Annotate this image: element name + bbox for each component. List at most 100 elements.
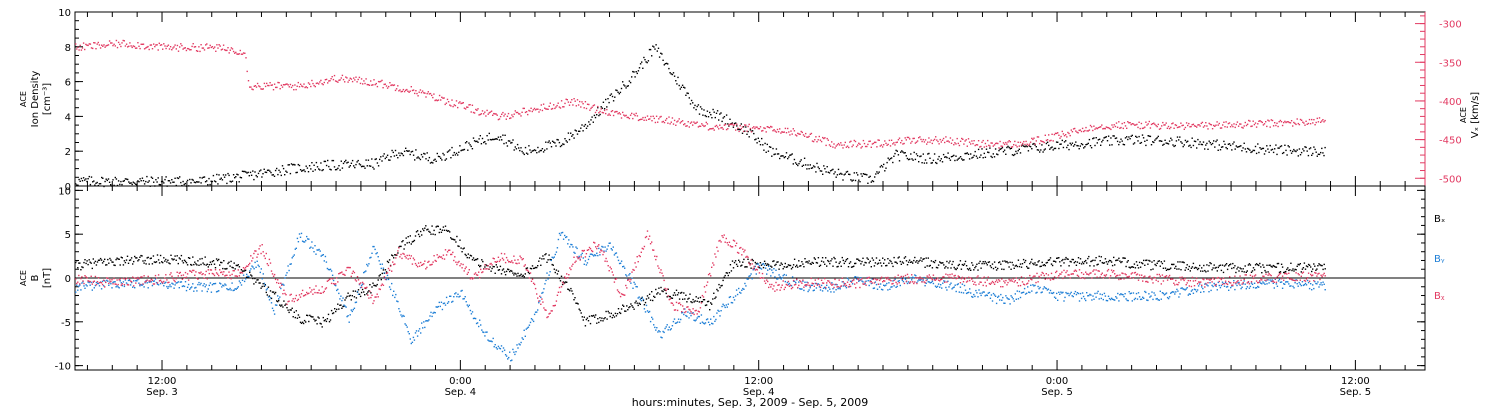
bottom-series-black-point bbox=[199, 258, 201, 260]
bottom-series-black-point bbox=[1030, 261, 1032, 263]
top-series-red-point bbox=[1136, 123, 1138, 126]
bottom-tick-label: -5 bbox=[61, 318, 71, 329]
bottom-series-red-point bbox=[177, 275, 179, 277]
top-series-red-point bbox=[741, 126, 744, 128]
bottom-series-black-point bbox=[537, 265, 539, 267]
bottom-series-blue-point bbox=[656, 327, 658, 329]
top-series-black-point bbox=[485, 143, 487, 145]
bottom-series-blue-point bbox=[1067, 292, 1069, 295]
bottom-series-blue-point bbox=[345, 306, 347, 308]
bottom-series-black-point bbox=[500, 273, 503, 275]
bottom-series-black-point bbox=[1077, 257, 1080, 259]
bottom-series-blue-point bbox=[242, 274, 245, 276]
top-series-black-point bbox=[294, 164, 296, 166]
top-series-black-point bbox=[909, 158, 911, 160]
bottom-series-black-point bbox=[661, 290, 663, 292]
bottom-series-blue-point bbox=[1215, 285, 1217, 287]
top-series-black-point bbox=[864, 173, 867, 176]
top-series-red-point bbox=[1016, 146, 1018, 148]
top-series-black-point bbox=[1041, 144, 1043, 146]
top-series-black-point bbox=[924, 159, 927, 161]
top-series-red-point bbox=[782, 131, 784, 133]
bottom-series-red-point bbox=[132, 276, 134, 278]
bottom-series-black-point bbox=[780, 262, 782, 264]
top-series-black-point bbox=[162, 180, 164, 183]
top-series-red-point bbox=[367, 84, 370, 86]
bottom-series-blue-point bbox=[87, 281, 89, 283]
top-series-black-point bbox=[133, 182, 136, 184]
bottom-series-blue-point bbox=[154, 278, 157, 280]
top-series-red-point bbox=[1190, 125, 1192, 128]
bottom-series-black-point bbox=[260, 287, 262, 289]
top-series-black-point bbox=[107, 178, 110, 180]
bottom-series-black-point bbox=[1251, 270, 1254, 272]
bottom-series-black-point bbox=[643, 304, 646, 306]
bottom-series-black-point bbox=[1182, 261, 1184, 263]
bottom-series-blue-point bbox=[768, 265, 770, 267]
top-series-black-point bbox=[247, 171, 249, 174]
bottom-series-black-point bbox=[94, 260, 97, 263]
bottom-series-black-point bbox=[105, 264, 107, 266]
bottom-series-blue-point bbox=[1156, 297, 1158, 300]
bottom-series-blue-point bbox=[409, 338, 411, 340]
top-series-red-point bbox=[711, 128, 713, 130]
bottom-series-black-point bbox=[133, 260, 135, 263]
top-series-red-point bbox=[151, 48, 154, 50]
top-series-red-point bbox=[1279, 119, 1282, 122]
top-series-black-point bbox=[894, 152, 896, 155]
bottom-series-blue-point bbox=[107, 280, 109, 282]
top-series-red-point bbox=[1061, 130, 1063, 133]
top-series-red-point bbox=[554, 107, 556, 110]
bottom-series-black-point bbox=[571, 290, 573, 292]
top-series-red-point bbox=[208, 47, 210, 49]
top-series-black-point bbox=[1228, 143, 1231, 145]
top-series-black-point bbox=[1259, 147, 1261, 149]
top-series-red-point bbox=[277, 81, 279, 84]
top-series-black-point bbox=[1096, 142, 1098, 144]
bottom-series-blue-point bbox=[633, 281, 635, 284]
bottom-series-black-point bbox=[1315, 269, 1317, 271]
top-series-red-point bbox=[1145, 121, 1147, 123]
bottom-series-blue-point bbox=[310, 246, 312, 248]
bottom-series-black-point bbox=[829, 262, 831, 265]
bottom-series-blue-point bbox=[450, 295, 452, 297]
bottom-series-red-point bbox=[134, 277, 136, 279]
top-series-red-point bbox=[247, 80, 250, 82]
top-series-red-point bbox=[1034, 143, 1036, 145]
bottom-series-blue-point bbox=[1204, 283, 1206, 285]
bottom-series-blue-point bbox=[751, 278, 753, 280]
bottom-series-blue-point bbox=[482, 331, 484, 333]
bottom-series-blue-point bbox=[118, 287, 120, 289]
bottom-series-black-point bbox=[282, 306, 284, 308]
bottom-series-blue-point bbox=[649, 320, 652, 323]
bottom-series-black-point bbox=[593, 314, 595, 317]
top-series-red-point bbox=[512, 115, 514, 118]
top-series-red-point bbox=[776, 128, 779, 131]
bottom-series-blue-point bbox=[1096, 292, 1098, 294]
bottom-series-red-point bbox=[77, 281, 79, 283]
bottom-series-black-point bbox=[1094, 259, 1096, 262]
top-series-red-point bbox=[355, 76, 357, 78]
bottom-series-blue-point bbox=[595, 254, 597, 257]
bottom-series-blue-point bbox=[1219, 286, 1222, 289]
bottom-series-blue-point bbox=[606, 248, 608, 250]
top-series-red-point bbox=[881, 146, 884, 148]
top-series-black-point bbox=[153, 181, 155, 183]
bottom-series-blue-point bbox=[966, 292, 969, 294]
bottom-series-blue-point bbox=[1018, 290, 1021, 293]
bottom-series-black-point bbox=[265, 291, 267, 294]
bottom-series-black-point bbox=[687, 298, 689, 300]
bottom-series-black-point bbox=[1046, 261, 1049, 264]
bottom-series-black-point bbox=[394, 254, 396, 256]
bottom-series-black-point bbox=[202, 262, 204, 264]
top-series-black-point bbox=[531, 150, 533, 152]
bottom-series-blue-point bbox=[1272, 282, 1274, 284]
bottom-series-black-point bbox=[1246, 270, 1248, 272]
top-series-red-point bbox=[296, 85, 298, 87]
top-series-black-point bbox=[987, 151, 989, 153]
bottom-series-blue-point bbox=[903, 277, 906, 279]
bottom-series-black-point bbox=[179, 258, 181, 260]
bottom-series-blue-point bbox=[235, 288, 237, 290]
bottom-series-blue-point bbox=[473, 317, 476, 319]
bottom-series-blue-point bbox=[486, 331, 488, 333]
